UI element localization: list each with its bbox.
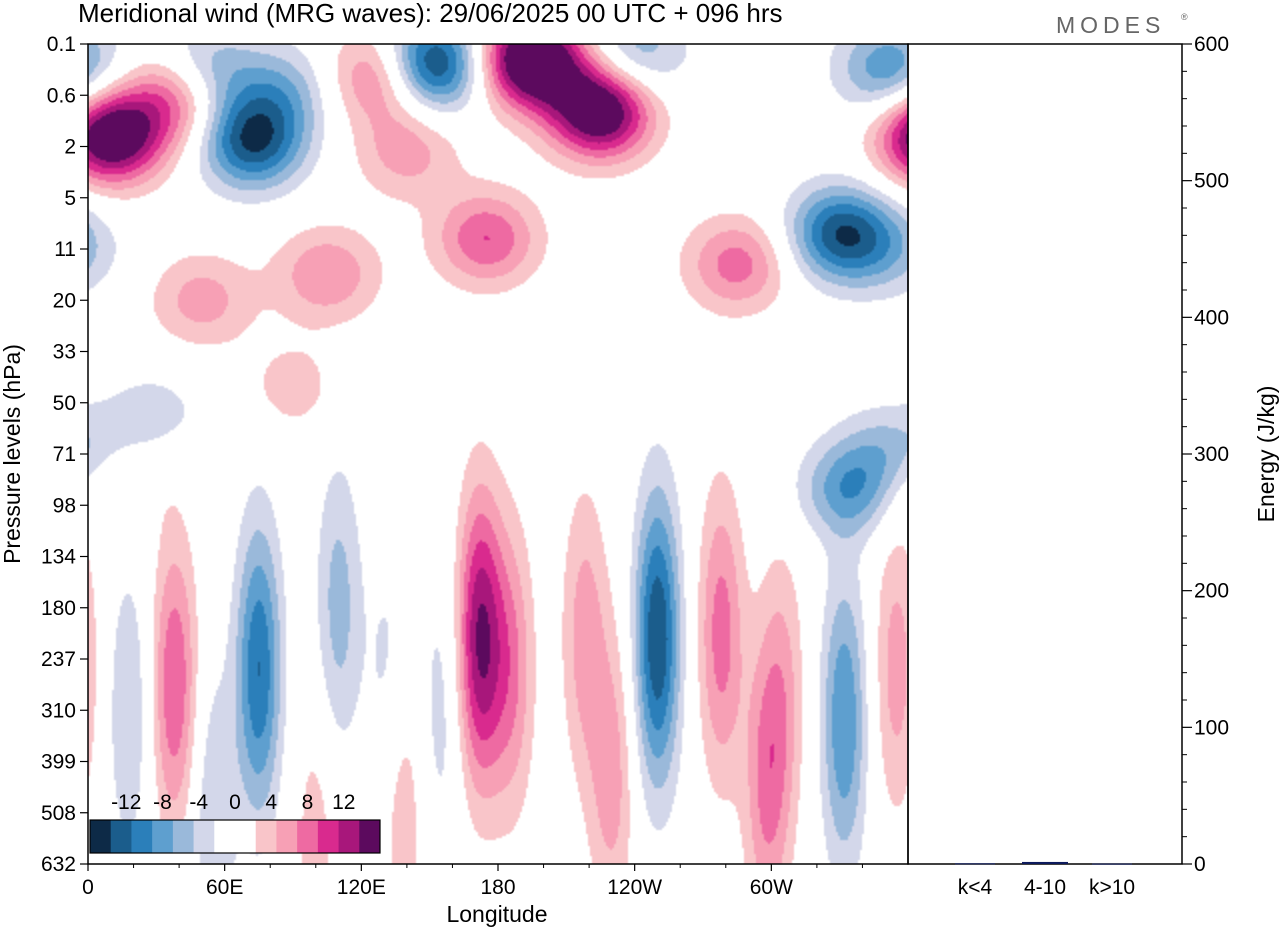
brand-logo: MODES <box>1056 12 1165 38</box>
colorbar-swatch <box>193 820 215 853</box>
energy-bar <box>955 863 995 865</box>
energy-tick-label: 100 <box>1194 716 1229 739</box>
colorbar-label: -12 <box>111 791 141 814</box>
colorbar-label: -4 <box>189 791 208 814</box>
y-tick-label: 98 <box>53 494 76 517</box>
colorbar-label: 4 <box>265 791 277 814</box>
colorbar-swatch <box>90 820 112 853</box>
y-tick-label: 180 <box>41 597 76 620</box>
colorbar-swatch <box>276 820 298 853</box>
x-tick-label: 60W <box>750 876 793 899</box>
energy-tick-label: 300 <box>1194 443 1229 466</box>
energy-panel-frame <box>907 43 1183 865</box>
x-tick-label: 60E <box>206 876 243 899</box>
energy-bar-label: 4-10 <box>1024 876 1066 899</box>
x-tick-label: 180 <box>480 876 515 899</box>
pressure-axis: 0.1 0.6 2 5 11 20 33 50 71 98 134 180 237 310 399 508 63… <box>41 33 88 876</box>
colorbar-frame <box>89 819 381 854</box>
colorbar-label: 0 <box>229 791 241 814</box>
colorbar-swatch <box>214 820 236 853</box>
colorbar-label: 8 <box>302 791 314 814</box>
energy-axis-title: Energy (J/kg) <box>1253 386 1279 523</box>
energy-tick-label: 600 <box>1194 33 1229 56</box>
y-tick-label: 0.1 <box>47 33 76 56</box>
energy-tick-label: 200 <box>1194 580 1229 603</box>
energy-bar <box>1022 861 1068 864</box>
colorbar-swatch <box>338 820 360 853</box>
colorbar-swatch <box>172 820 195 853</box>
y-tick-label: 33 <box>53 341 76 364</box>
colorbar-swatch <box>317 820 340 853</box>
x-tick-label: 120W <box>607 876 662 899</box>
colorbar: -12 -8 -4 0 4 8 12 <box>89 791 381 854</box>
y-tick-label: 2 <box>64 136 76 159</box>
y-tick-label: 310 <box>41 699 76 722</box>
y-tick-label: 71 <box>53 443 76 466</box>
energy-tick-label: 400 <box>1194 306 1229 329</box>
colorbar-swatch <box>152 820 174 853</box>
colorbar-swatch <box>359 820 381 853</box>
energy-bar <box>1092 863 1132 865</box>
y-tick-label: 508 <box>41 802 76 825</box>
y-tick-label: 399 <box>41 751 76 774</box>
energy-tick-label: 0 <box>1194 853 1206 876</box>
y-tick-label: 134 <box>41 546 76 569</box>
y-tick-label: 237 <box>41 648 76 671</box>
chart-title: Meridional wind (MRG waves): 29/06/2025 … <box>78 0 783 28</box>
y-axis-title: Pressure levels (hPa) <box>0 344 25 564</box>
colorbar-label: 12 <box>332 791 355 814</box>
y-tick-label: 632 <box>41 853 76 876</box>
heatmap-field <box>88 44 908 864</box>
colorbar-swatch <box>297 820 319 853</box>
y-tick-label: 20 <box>53 289 76 312</box>
y-tick-label: 50 <box>53 392 76 415</box>
energy-axis: 0 100 200 300 400 500 600 <box>1182 33 1229 876</box>
y-tick-label: 11 <box>54 238 76 261</box>
x-axis-title: Longitude <box>446 901 547 927</box>
energy-bar-label: k<4 <box>958 876 993 899</box>
longitude-axis: 0 60E 120E 180 120W 60W <box>82 864 863 899</box>
energy-bar-label: k>10 <box>1089 876 1135 899</box>
y-tick-label: 5 <box>64 187 76 210</box>
energy-bars: k<4 4-10 k>10 <box>955 861 1135 899</box>
x-tick-label: 120E <box>337 876 386 899</box>
colorbar-swatch <box>131 820 153 853</box>
colorbar-swatch <box>235 820 257 853</box>
colorbar-swatch <box>255 820 277 853</box>
colorbar-label: -8 <box>153 791 172 814</box>
energy-tick-label: 500 <box>1194 170 1229 193</box>
y-tick-label: 0.6 <box>47 84 76 107</box>
brand-registered-mark: ® <box>1181 12 1188 22</box>
colorbar-swatch <box>110 820 132 853</box>
x-tick-label: 0 <box>82 876 94 899</box>
